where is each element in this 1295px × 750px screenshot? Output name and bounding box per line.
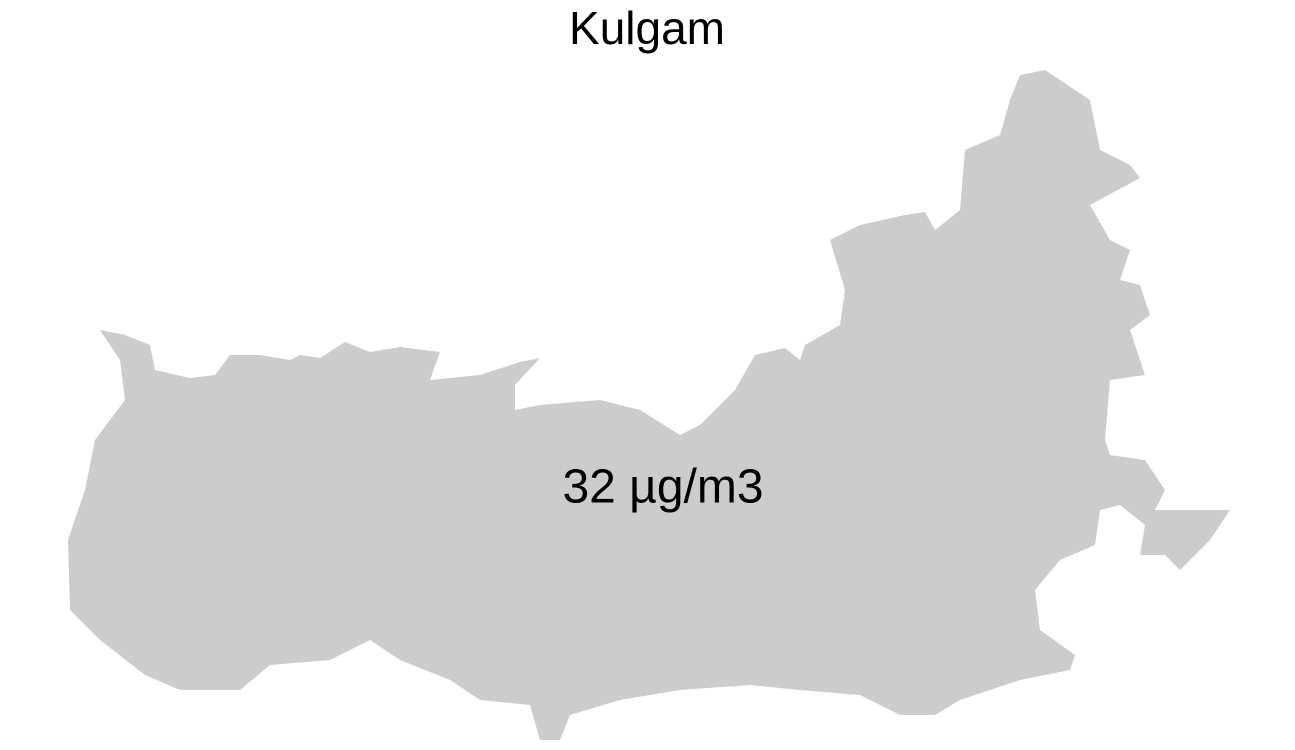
region-label: 32 µg/m3: [562, 461, 763, 514]
district-shape: [68, 70, 1230, 740]
map-title: Kulgam: [569, 2, 725, 54]
